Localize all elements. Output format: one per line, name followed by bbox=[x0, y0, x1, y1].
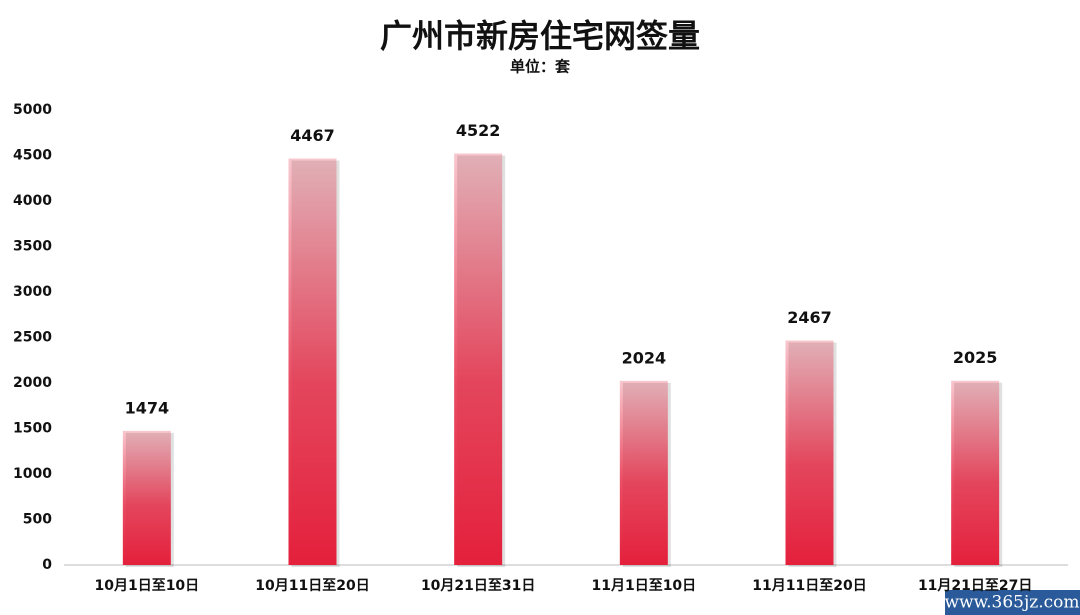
y-tick-label: 4000 bbox=[13, 193, 52, 209]
x-tick-label: 11月1日至10日 bbox=[591, 578, 696, 594]
y-tick-label: 2500 bbox=[13, 330, 52, 346]
value-label: 2467 bbox=[787, 308, 832, 327]
x-tick-label: 10月1日至10日 bbox=[94, 578, 199, 594]
y-tick-label: 1500 bbox=[13, 421, 52, 437]
y-tick-label: 5000 bbox=[13, 102, 52, 118]
value-label: 1474 bbox=[125, 398, 170, 417]
watermark-bg bbox=[945, 590, 1080, 615]
chart-subtitle: 单位：套 bbox=[510, 58, 571, 76]
bar bbox=[785, 340, 834, 565]
x-tick-label: 11月21日至27日 bbox=[918, 578, 1032, 594]
bar bbox=[454, 153, 503, 566]
value-label: 4467 bbox=[290, 126, 335, 145]
chart-title: 广州市新房住宅网签量 bbox=[380, 17, 700, 55]
value-label: 2024 bbox=[622, 348, 667, 367]
x-tick-label: 11月11日至20日 bbox=[752, 578, 866, 594]
y-tick-label: 4500 bbox=[13, 148, 52, 164]
bar bbox=[619, 380, 668, 565]
bar bbox=[122, 430, 171, 565]
value-label: 4522 bbox=[456, 121, 501, 140]
y-tick-label: 2000 bbox=[13, 375, 52, 391]
y-tick-label: 0 bbox=[42, 557, 52, 573]
y-tick-label: 3500 bbox=[13, 239, 52, 255]
y-tick-label: 3000 bbox=[13, 284, 52, 300]
x-tick-label: 10月21日至31日 bbox=[421, 578, 535, 594]
value-label: 2025 bbox=[953, 348, 998, 367]
watermark: www.365jz.com bbox=[945, 593, 1080, 613]
x-tick-label: 10月11日至20日 bbox=[255, 578, 369, 594]
y-tick-label: 1000 bbox=[13, 466, 52, 482]
y-tick-label: 500 bbox=[23, 512, 52, 528]
bar bbox=[951, 380, 1000, 565]
bar bbox=[288, 158, 337, 566]
